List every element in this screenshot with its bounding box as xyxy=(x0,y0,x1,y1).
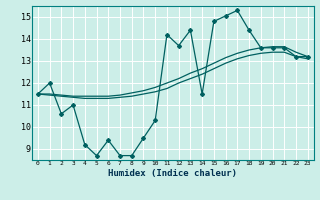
X-axis label: Humidex (Indice chaleur): Humidex (Indice chaleur) xyxy=(108,169,237,178)
